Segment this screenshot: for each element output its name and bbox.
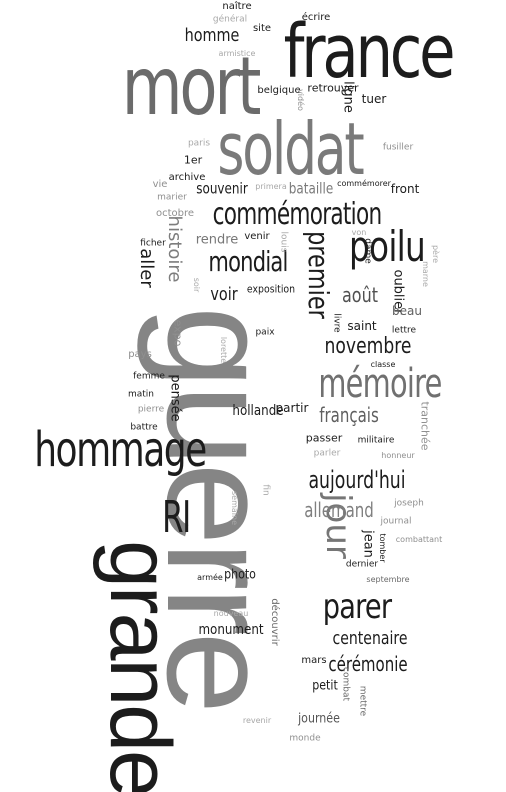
word-journee: journée	[298, 711, 340, 727]
word-video: vidéo	[296, 89, 305, 111]
word-petit: petit	[312, 678, 338, 694]
word-nouveau: nouveau	[213, 609, 249, 618]
word-exposition: exposition	[246, 282, 296, 296]
word-belgique: belgique	[257, 85, 301, 96]
word-mondial: mondial	[208, 245, 288, 278]
word-paris: paris	[187, 138, 211, 149]
word-vie: vie	[152, 179, 168, 190]
word-combat: combat	[340, 667, 351, 701]
word-mort: mort	[121, 40, 262, 133]
word-parler: parler	[313, 448, 341, 459]
word-centenaire: centenaire	[332, 628, 408, 649]
word-ficher: ficher	[140, 238, 166, 249]
word-front: front	[390, 182, 420, 196]
word-primera: primera	[255, 182, 287, 191]
word-mettre: mettre	[357, 685, 368, 717]
word-archive: archive	[168, 172, 206, 183]
word-naitre: naître	[222, 1, 252, 12]
word-matin: matin	[127, 389, 155, 400]
word-tranchee: tranchée	[418, 401, 432, 451]
word-aout: août	[341, 283, 379, 307]
word-tuer: tuer	[361, 92, 387, 106]
word-marier: marier	[157, 192, 187, 203]
word-commemorer: commémorer	[337, 179, 391, 188]
word-site: site	[252, 23, 272, 34]
word-ri: RI	[162, 492, 191, 543]
word-expo: expo	[171, 319, 185, 347]
word-grande: grande	[92, 540, 188, 792]
word-general: général	[212, 14, 248, 25]
word-pensee: pensée	[167, 374, 183, 422]
word-homme: homme	[184, 25, 240, 46]
word-francais: français	[319, 403, 379, 427]
word-monde: monde	[289, 733, 321, 744]
word-novembre: novembre	[324, 334, 412, 359]
word-armee: armée	[197, 573, 223, 582]
word-parer: parer	[322, 587, 392, 627]
word-aujourdhui: aujourd'hui	[308, 466, 406, 494]
word-von: von	[351, 228, 367, 237]
word-armistice: armistice	[218, 49, 256, 58]
word-allemand: allemand	[304, 498, 374, 522]
word-tomber: tomber	[378, 533, 387, 563]
word-1er: 1er	[183, 153, 203, 167]
word-journal: journal	[380, 516, 412, 527]
word-revenir: revenir	[242, 716, 272, 725]
word-rendre: rendre	[195, 232, 239, 248]
word-decouvrir: découvrir	[269, 598, 280, 646]
word-ecrire: écrire	[301, 12, 331, 23]
word-hollande: hollande	[232, 403, 284, 419]
word-marne: marne	[421, 261, 430, 287]
word-femme: femme	[133, 371, 165, 382]
word-voir: voir	[210, 284, 238, 305]
word-ceremonie: cérémonie	[328, 652, 408, 676]
word-paix: paix	[255, 327, 275, 338]
word-septembre: septembre	[366, 575, 410, 584]
word-bataille: bataille	[288, 179, 334, 198]
word-fin: fin	[260, 484, 271, 496]
word-beau: beau	[392, 304, 422, 318]
word-poilu: poilu	[349, 222, 426, 271]
word-battre: battre	[130, 422, 158, 433]
word-partir: partir	[275, 401, 309, 415]
word-honneur: honneur	[381, 451, 415, 460]
word-fusiller: fusiller	[382, 142, 414, 153]
word-passer: passer	[305, 431, 343, 445]
word-lorette: lorette	[219, 336, 228, 364]
word-aller: aller	[136, 248, 157, 288]
word-semaine: semaine	[230, 491, 239, 525]
word-saint: saint	[347, 319, 377, 333]
word-souvenir: souvenir	[196, 179, 248, 198]
word-monument: monument	[198, 622, 264, 638]
word-mars: mars	[301, 655, 327, 666]
word-louis: louis	[278, 231, 289, 253]
word-jean: jean	[360, 530, 376, 558]
word-photo: photo	[224, 567, 256, 583]
word-retrouver: retrouver	[307, 81, 359, 95]
word-livre: livre	[331, 313, 342, 333]
word-classe: classe	[370, 360, 396, 369]
word-soir: soir	[192, 277, 201, 293]
word-pere: père	[431, 244, 440, 264]
word-combattant: combattant	[395, 535, 443, 544]
word-dame: dame	[362, 238, 373, 264]
word-lettre: lettre	[391, 325, 417, 336]
word-france: france	[283, 9, 456, 95]
word-memoire: mémoire	[318, 361, 442, 407]
word-joseph: joseph	[394, 498, 424, 509]
word-pays: pays	[128, 349, 152, 360]
word-dernier: dernier	[345, 559, 379, 570]
word-soldat: soldat	[217, 107, 364, 191]
word-hommage: hommage	[34, 422, 207, 478]
word-premier: premier	[302, 231, 335, 319]
word-histoire: histoire	[164, 215, 185, 283]
word-octobre: octobre	[155, 208, 195, 219]
word-militaire: militaire	[357, 435, 395, 446]
word-commemoration: commémoration	[212, 197, 383, 232]
word-venir: venir	[244, 231, 270, 242]
word-pierre: pierre	[137, 404, 165, 415]
